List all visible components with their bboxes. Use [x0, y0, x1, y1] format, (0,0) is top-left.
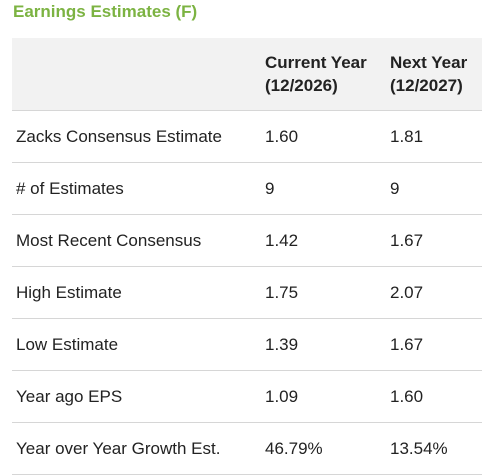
value-cell: 2.07 — [386, 266, 482, 319]
row-label: Zacks Consensus Estimate — [12, 110, 261, 163]
value-cell: 1.60 — [261, 110, 386, 163]
header-cell — [12, 38, 261, 111]
row-label: High Estimate — [12, 266, 261, 319]
header-row: Current Year (12/2026) Next Year (12/2027) — [12, 38, 482, 111]
row-label: # of Estimates — [12, 162, 261, 215]
column-name: Current Year — [265, 53, 367, 72]
table-body: Zacks Consensus Estimate 1.60 1.81 # of Est… — [12, 110, 482, 475]
value-cell: 1.67 — [386, 214, 482, 267]
value-cell: 1.81 — [386, 110, 482, 163]
table-row: # of Estimates 9 9 — [12, 162, 482, 215]
value-cell: 1.42 — [261, 214, 386, 267]
page: Earnings Estimates (F) Current Year (12/2… — [12, 2, 482, 475]
table-row: Most Recent Consensus 1.42 1.67 — [12, 214, 482, 267]
column-period: (12/2027) — [390, 76, 463, 95]
value-cell: 1.67 — [386, 318, 482, 371]
column-period: (12/2026) — [265, 76, 338, 95]
table-row: Zacks Consensus Estimate 1.60 1.81 — [12, 110, 482, 163]
table-row: High Estimate 1.75 2.07 — [12, 266, 482, 319]
value-cell: 13.54% — [386, 422, 482, 475]
value-cell: 1.09 — [261, 370, 386, 423]
table-row: Low Estimate 1.39 1.67 — [12, 318, 482, 371]
value-cell: 1.60 — [386, 370, 482, 423]
column-name: Next Year — [390, 53, 468, 72]
table-head: Current Year (12/2026) Next Year (12/2027) — [12, 38, 482, 111]
row-label: Year ago EPS — [12, 370, 261, 423]
table-row: Year ago EPS 1.09 1.60 — [12, 370, 482, 423]
estimates-table: Current Year (12/2026) Next Year (12/2027) … — [12, 38, 482, 475]
value-cell: 1.75 — [261, 266, 386, 319]
value-cell: 9 — [261, 162, 386, 215]
header-cell: Next Year (12/2027) — [386, 38, 482, 111]
value-cell: 9 — [386, 162, 482, 215]
row-label: Most Recent Consensus — [12, 214, 261, 267]
value-cell: 1.39 — [261, 318, 386, 371]
header-cell: Current Year (12/2026) — [261, 38, 386, 111]
table-row: Year over Year Growth Est. 46.79% 13.54% — [12, 422, 482, 475]
row-label: Low Estimate — [12, 318, 261, 371]
value-cell: 46.79% — [261, 422, 386, 475]
row-label: Year over Year Growth Est. — [12, 422, 261, 475]
section-title: Earnings Estimates (F) — [13, 2, 198, 21]
